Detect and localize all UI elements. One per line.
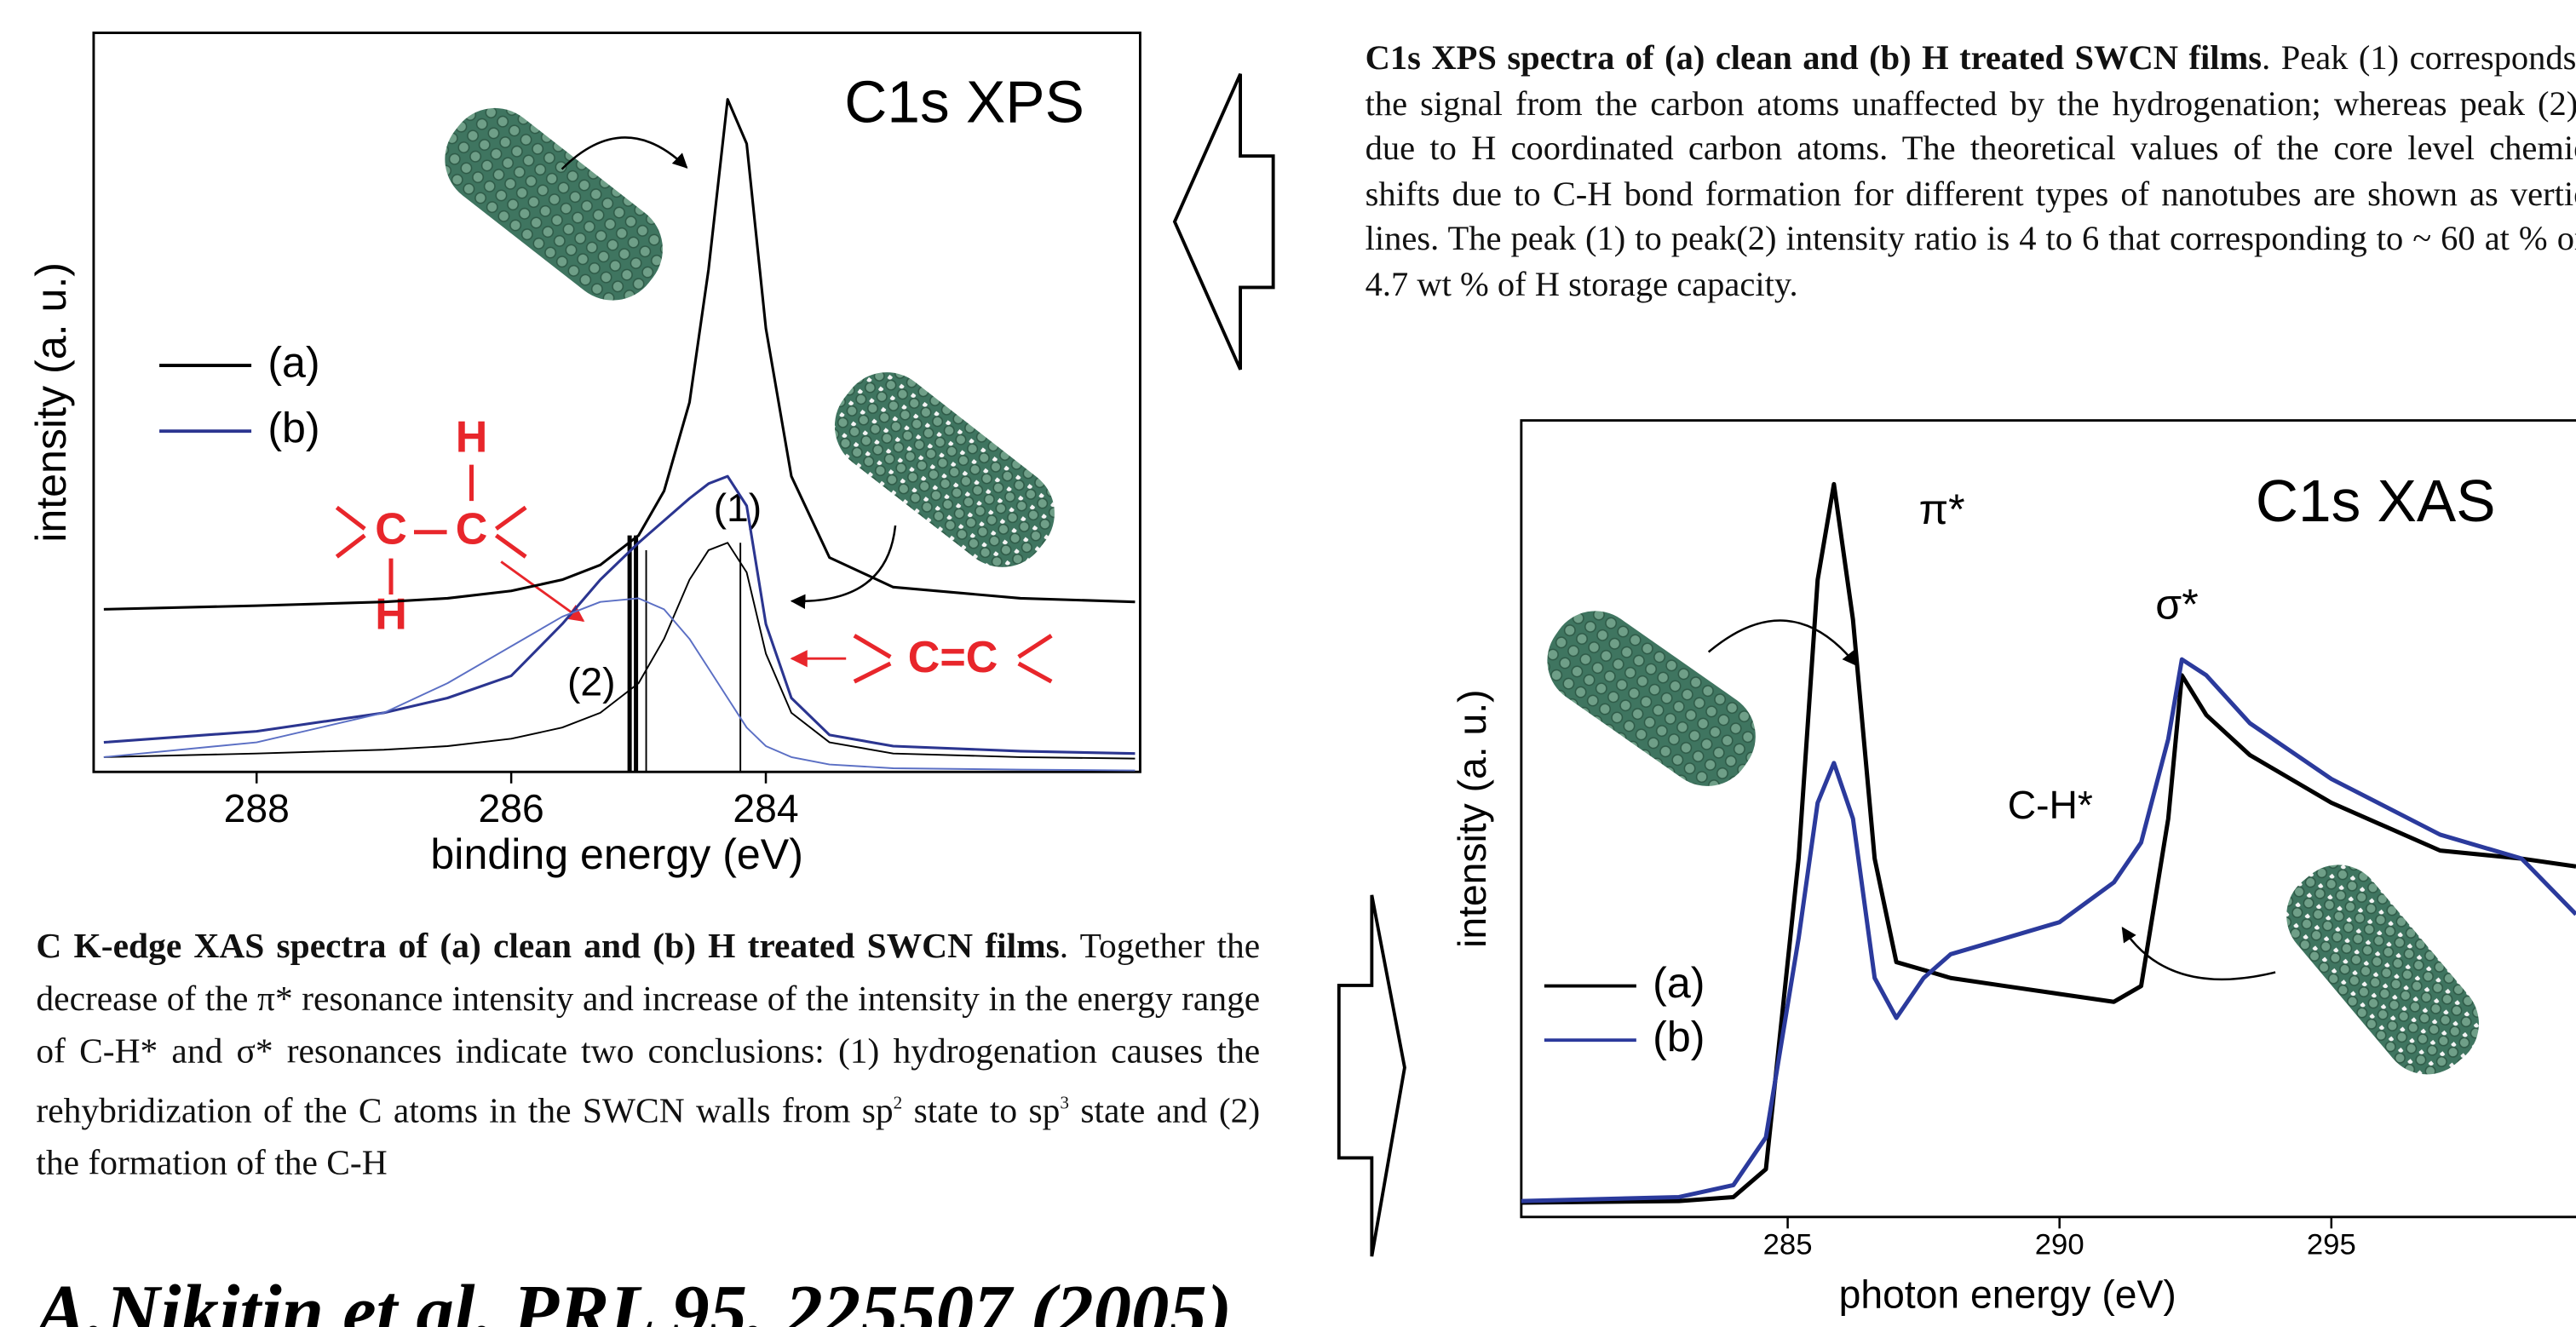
caption-text: . Together the decrease of the π* resona… (36, 926, 1261, 1130)
legend-label: (b) (267, 404, 319, 451)
nanotube-h (834, 372, 1055, 567)
arrow (561, 136, 688, 170)
arrow (1707, 619, 1858, 667)
arrow-right (1337, 894, 1406, 1257)
plot-frame (1520, 419, 2576, 1219)
x-tick-label: 285 (1763, 1229, 1813, 1261)
legend-label: (b) (1653, 1013, 1705, 1060)
superscript: 3 (1060, 1094, 1069, 1114)
x-tick-label: 290 (2035, 1229, 2084, 1261)
xas-caption: C K-edge XAS spectra of (a) clean and (b… (36, 920, 1260, 1190)
arrow (2121, 926, 2276, 981)
chem-atom: C (375, 504, 407, 554)
arrow (790, 525, 897, 610)
series-line (103, 597, 1136, 772)
chem-bonds (335, 464, 1053, 684)
series-line (1521, 481, 2576, 1205)
x-axis-label: photon energy (eV) (1839, 1272, 2176, 1317)
peak-label: (2) (567, 659, 616, 704)
caption-title: C1s XPS spectra of (a) clean and (b) H t… (1365, 37, 2263, 78)
reference: A.Nikitin et al. PRL 95, 225507 (2005) (36, 1269, 1233, 1327)
peak-label: C-H* (2008, 783, 2093, 827)
peak-label: σ* (2155, 581, 2198, 629)
arrow-left (1172, 72, 1275, 371)
x-axis-label: binding energy (eV) (430, 830, 803, 878)
series-line (103, 474, 1136, 755)
plot-frame (92, 32, 1141, 773)
x-tick-label: 284 (733, 786, 798, 830)
caption-text: state and (2) the formation of the C-H (36, 1090, 1261, 1183)
nanotube-h (2286, 865, 2479, 1075)
series-line (1521, 657, 2576, 1203)
chem-atom: C (456, 504, 488, 554)
legend-label: (a) (267, 338, 319, 386)
chart-title: C1s XPS (844, 69, 1084, 135)
chem-atom: H (456, 413, 488, 462)
series-line (103, 542, 1136, 760)
nanotube (445, 107, 663, 301)
chart-title: C1s XAS (2256, 468, 2496, 534)
x-tick-label: 288 (224, 786, 290, 830)
caption-text: state to sp (902, 1090, 1061, 1130)
caption-text: . Peak (1) corresponds to the signal fro… (1365, 37, 2576, 304)
caption-title: C K-edge XAS spectra of (a) clean and (b… (36, 926, 1060, 966)
chem-atom: H (375, 590, 407, 640)
x-tick-label: 286 (479, 786, 544, 830)
legend-label: (a) (1653, 959, 1705, 1007)
nanotube (1547, 611, 1756, 786)
y-axis-label: intensity (a. u.) (1450, 690, 1494, 948)
xps-caption: C1s XPS spectra of (a) clean and (b) H t… (1366, 36, 2576, 307)
superscript: 2 (893, 1094, 903, 1114)
x-tick-label: 295 (2307, 1229, 2356, 1261)
y-axis-label: intensity (a. u.) (27, 262, 75, 543)
arrow (500, 560, 585, 623)
xas-chart: π* σ* C-H* C1s XAS photon energy (eV) inte… (1450, 419, 2576, 1317)
peak-label: π* (1919, 485, 1965, 533)
series-line (103, 98, 1136, 611)
chem-formula: C=C (908, 633, 998, 682)
